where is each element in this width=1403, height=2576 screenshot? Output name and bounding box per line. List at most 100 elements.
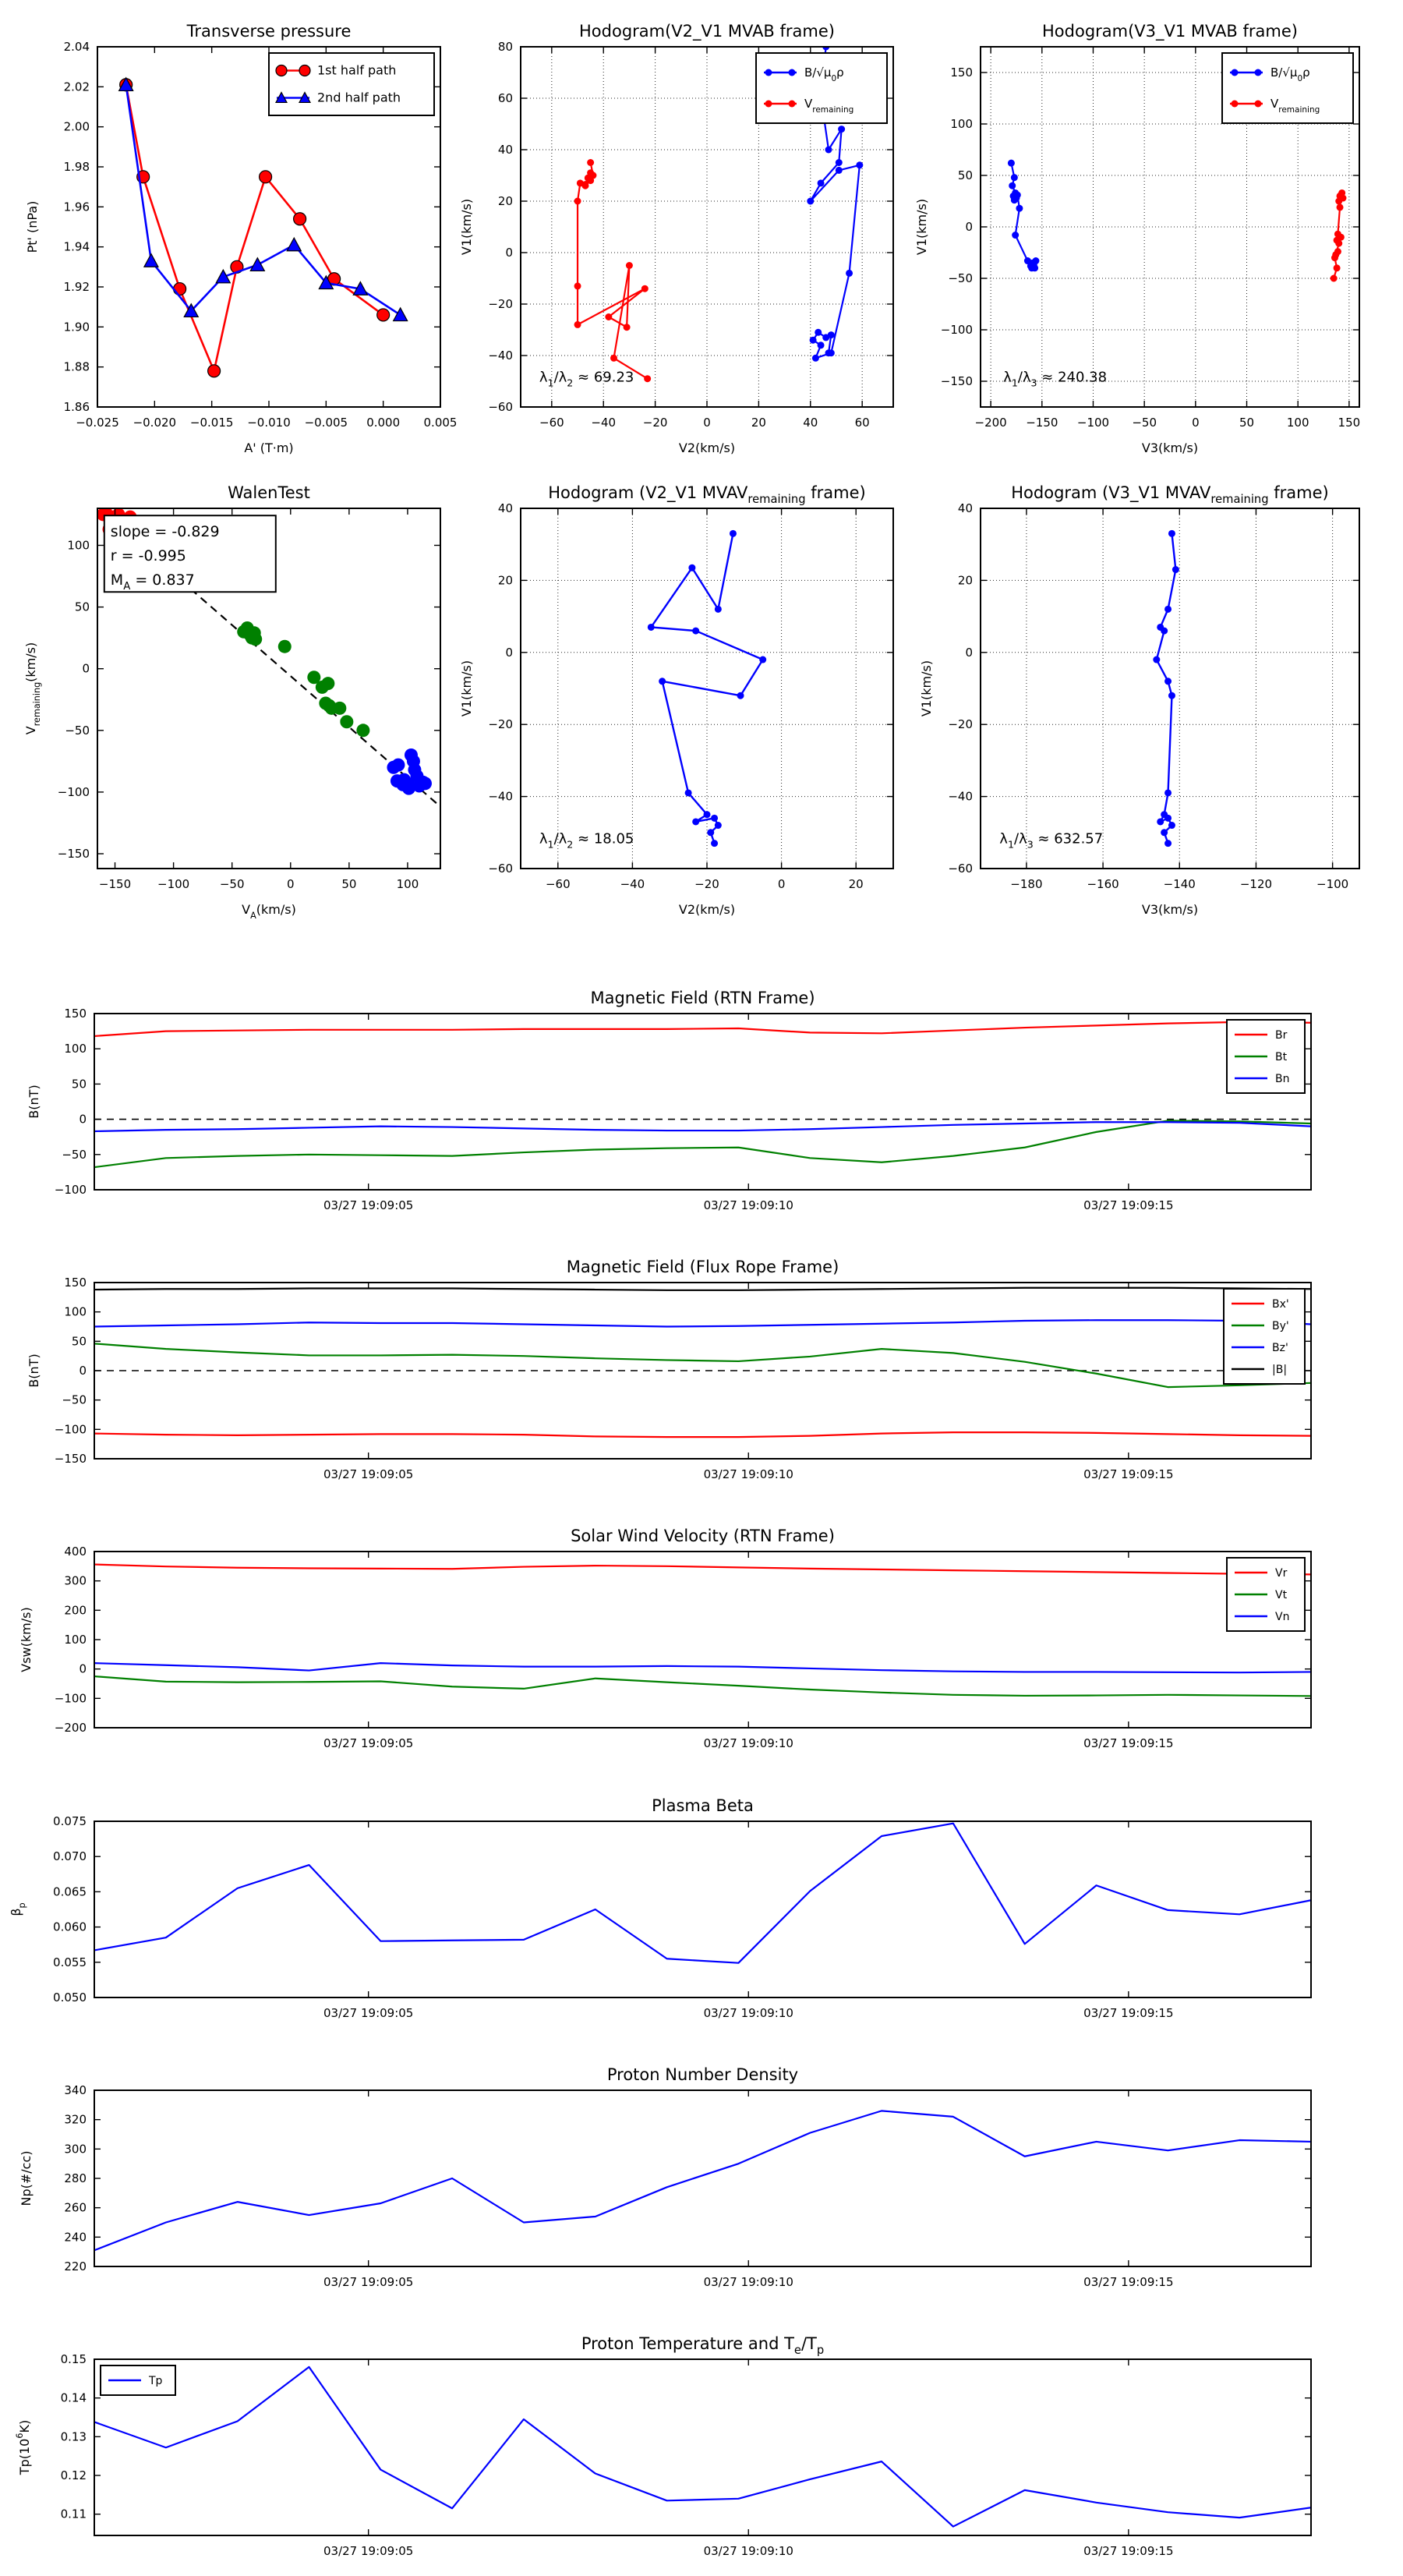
x-tick-label: 0 — [1192, 416, 1200, 430]
series-marker — [825, 349, 832, 357]
y-tick-label: 1.90 — [64, 320, 90, 334]
series-marker — [1231, 100, 1239, 108]
x-tick-label: 03/27 19:09:15 — [1083, 2275, 1173, 2289]
y-tick-label: 100 — [64, 1305, 87, 1319]
legend-label: Tp — [148, 2375, 163, 2387]
y-tick-label: −40 — [488, 790, 513, 804]
ticks — [97, 46, 441, 408]
series-marker — [788, 69, 796, 76]
legend-label: 2nd half path — [317, 90, 401, 105]
y-tick-label: 0 — [79, 1364, 87, 1378]
chart-hodogram-v2v1-mvav: −60 −40 −20 0 20 −60 −40 −20 0 20 40 Hodogram (V2_V… — [459, 483, 894, 917]
series-marker — [1337, 191, 1345, 199]
x-tick-label: 0 — [287, 877, 295, 891]
x-tick-label: 03/27 19:09:05 — [323, 2275, 413, 2289]
y-tick-label: 300 — [64, 2142, 87, 2156]
y-tick-label: 0.065 — [53, 1884, 87, 1898]
x-tick-label: 03/27 19:09:05 — [323, 1198, 413, 1212]
y-tick-label: −60 — [488, 400, 513, 414]
series-marker — [1161, 627, 1168, 635]
chart-solar-wind-velocity: 03/27 19:09:05 03/27 19:09:10 03/27 19:09:… — [19, 1527, 1312, 1750]
series-marker — [1231, 69, 1239, 76]
plot-area — [647, 529, 767, 847]
series-marker — [692, 818, 700, 826]
y-tick-label: 100 — [64, 1042, 87, 1056]
series-marker — [418, 777, 432, 791]
y-axis-label: Vremaining(km/s) — [23, 642, 42, 735]
x-tick-label: 03/27 19:09:15 — [1083, 2006, 1173, 2020]
y-tick-label: 280 — [64, 2171, 87, 2185]
y-tick-label: −200 — [55, 1721, 87, 1735]
legend-label: Vt — [1275, 1589, 1288, 1601]
y-axis-label: B(nT) — [27, 1085, 41, 1118]
y-axis-label: Pt' (nPa) — [25, 201, 40, 253]
series-marker — [173, 281, 187, 296]
x-tick-label: −200 — [975, 416, 1007, 430]
legend: B/√μ0ρ Vremaining — [1221, 52, 1354, 124]
y-axis-label: V1(km/s) — [914, 199, 929, 255]
y-tick-label: −100 — [58, 785, 90, 799]
annotation-text: λ1/λ2 ≈ 18.05 — [539, 831, 634, 851]
y-axis-label: B(nT) — [27, 1353, 41, 1387]
ticks — [981, 47, 1359, 407]
series-marker — [143, 253, 159, 267]
legend-label: Vremaining — [804, 97, 853, 115]
series-marker — [711, 814, 719, 822]
ticks — [97, 508, 440, 869]
y-tick-label: −150 — [55, 1452, 87, 1466]
annotation: λ1/λ2 ≈ 69.23 — [539, 370, 634, 389]
y-tick-label: 0.14 — [61, 2391, 87, 2405]
legend-box — [268, 52, 435, 116]
x-tick-label: −100 — [1077, 416, 1109, 430]
series-line-Vr — [94, 1563, 1312, 1576]
y-tick-label: 40 — [498, 143, 513, 157]
chart-title: Solar Wind Velocity (RTN Frame) — [571, 1527, 835, 1545]
series-marker — [249, 257, 266, 272]
y-tick-label: 1.86 — [64, 400, 90, 414]
x-tick-label: 100 — [1287, 416, 1309, 430]
y-tick-label: 300 — [64, 1574, 87, 1588]
y-tick-label: 150 — [950, 65, 973, 80]
chart-title: WalenTest — [228, 483, 310, 502]
series-line-Br — [94, 1021, 1312, 1038]
series-line-V_remaining path — [1155, 533, 1177, 844]
x-tick-label: 03/27 19:09:10 — [704, 1736, 793, 1750]
y-tick-label: −150 — [941, 374, 973, 388]
x-axis-label: V2(km/s) — [679, 902, 735, 917]
series-marker — [1007, 159, 1015, 167]
x-tick-label: −100 — [157, 877, 189, 891]
chart-title: Plasma Beta — [652, 1796, 754, 1815]
x-tick-label: 03/27 19:09:05 — [323, 2544, 413, 2558]
y-tick-label: 100 — [950, 117, 973, 131]
x-tick-label: 50 — [341, 877, 356, 891]
chart-plasma-beta: 03/27 19:09:05 03/27 19:09:10 03/27 19:09:… — [9, 1796, 1312, 2020]
chart-hodogram-v3v1-mvav: −180 −160 −140 −120 −100 −60 −40 −20 0 20 40 Hodogr… — [919, 483, 1360, 917]
series-marker — [318, 274, 334, 290]
chart-walen-test: −150 −100 −50 0 50 100 −150 −100 −50 0 50 100 WalenT… — [23, 483, 441, 921]
y-axis-label: Vsw(km/s) — [19, 1607, 34, 1672]
series-marker — [587, 159, 595, 166]
y-tick-label: 200 — [64, 1603, 87, 1617]
y-axis-label: Tp(106K) — [15, 2420, 32, 2475]
legend-box — [755, 52, 888, 124]
series-marker — [827, 331, 835, 339]
x-tick-label: 0 — [703, 416, 711, 430]
y-tick-label: 20 — [958, 573, 973, 587]
x-tick-label: 20 — [849, 877, 864, 891]
y-tick-label: 100 — [64, 1633, 87, 1647]
ticks — [981, 508, 1359, 869]
x-tick-label: −150 — [99, 877, 131, 891]
chart-title: Magnetic Field (Flux Rope Frame) — [567, 1258, 839, 1276]
x-tick-label: 20 — [751, 416, 766, 430]
plot-frame — [980, 508, 1360, 869]
y-tick-label: 150 — [64, 1276, 87, 1290]
x-tick-label: 03/27 19:09:15 — [1083, 1198, 1173, 1212]
series-marker — [838, 126, 846, 133]
series-line-By' — [94, 1343, 1312, 1389]
y-tick-label: 50 — [75, 600, 90, 614]
plot-frame — [94, 1282, 1312, 1460]
x-tick-label: −0.020 — [133, 416, 177, 430]
x-tick-label: 03/27 19:09:10 — [704, 2275, 793, 2289]
y-tick-label: 0.13 — [61, 2429, 87, 2443]
x-axis-label: V2(km/s) — [679, 441, 735, 455]
